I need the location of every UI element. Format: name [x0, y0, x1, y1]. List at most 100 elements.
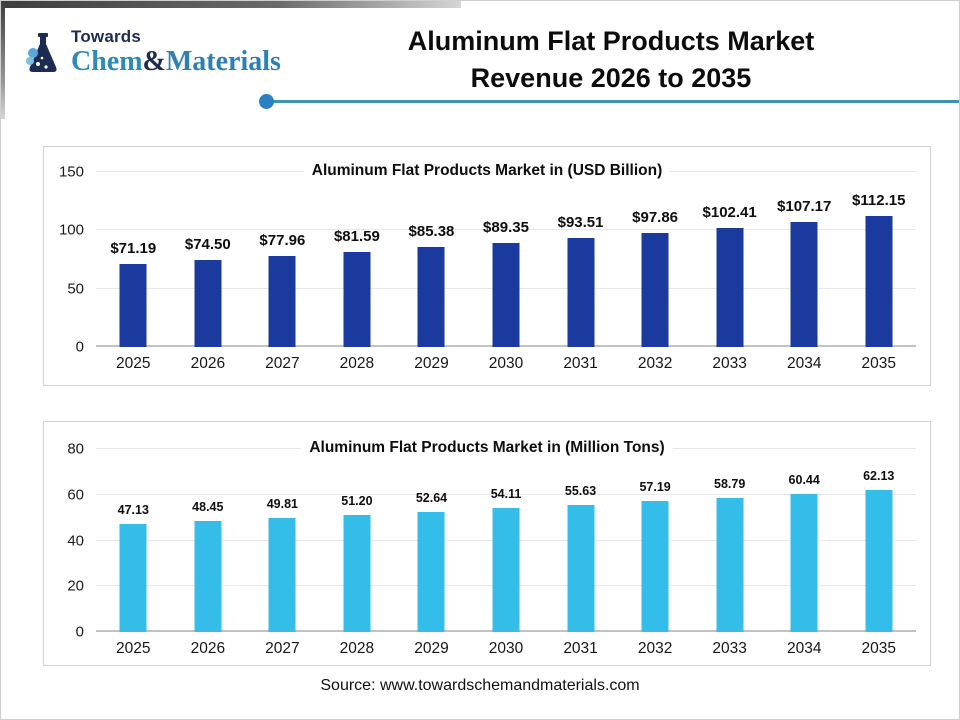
- bar-cell: 52.64: [394, 449, 469, 632]
- bar-cell: $102.41: [692, 172, 767, 347]
- usd-chart-title: Aluminum Flat Products Market in (USD Bi…: [44, 162, 930, 180]
- bar-value-label: 60.44: [788, 472, 820, 487]
- bar-2029: [417, 247, 445, 347]
- scan-edge-top: [1, 1, 461, 8]
- bars-row: $71.19 $74.50 $77.96 $81.59 $85.38 $89.35 $93.…: [96, 172, 916, 347]
- x-tick-label: 2034: [786, 640, 822, 657]
- logo-brand: Chem&Materials: [71, 47, 281, 76]
- usd-billion-chart-panel: Aluminum Flat Products Market in (USD Bi…: [43, 146, 931, 386]
- bar-cell: 47.13: [96, 449, 171, 632]
- bar-cell: 54.11: [469, 449, 544, 632]
- bar-cell: $77.96: [245, 172, 320, 347]
- x-tick-label: 2034: [786, 355, 822, 372]
- bar-cell: $89.35: [469, 172, 544, 347]
- x-tick-label: 2026: [190, 355, 226, 372]
- flask-icon: [26, 33, 57, 72]
- bar-2035: [865, 216, 893, 347]
- bar-value-label: $93.51: [557, 213, 604, 231]
- x-tick-label: 2035: [861, 355, 896, 372]
- bar-cell: $93.51: [543, 172, 618, 347]
- x-tick-label: 2030: [488, 640, 524, 657]
- bar-2031: [567, 504, 595, 632]
- x-tick-label: 2027: [265, 355, 300, 372]
- gridline: [96, 229, 916, 231]
- bar-value-label: 49.81: [266, 497, 298, 512]
- bar-value-label: $81.59: [333, 227, 380, 245]
- x-tick-label: 2033: [712, 640, 747, 657]
- bar-value-label: $102.41: [702, 203, 757, 221]
- bar-cell: 49.81: [245, 449, 320, 632]
- bar-value-label: 58.79: [714, 476, 746, 491]
- bar-cell: 55.63: [543, 449, 618, 632]
- bar-cell: $97.86: [618, 172, 693, 347]
- x-tick-label: 2029: [414, 355, 449, 372]
- x-tick-label: 2033: [712, 355, 747, 372]
- logo-chem: Chem: [71, 46, 143, 77]
- page-title-line2: Revenue 2026 to 2035: [470, 63, 752, 94]
- x-tick-label: 2031: [563, 640, 598, 657]
- bar-2028: [343, 251, 371, 347]
- bar-value-label: 57.19: [639, 480, 671, 495]
- x-tick-label: 2032: [637, 640, 673, 657]
- tons-chart-title: Aluminum Flat Products Market in (Millio…: [44, 439, 930, 457]
- million-tons-chart-panel: Aluminum Flat Products Market in (Millio…: [43, 421, 931, 666]
- bar-cell: 48.45: [171, 449, 246, 632]
- header-divider-dot: [259, 94, 274, 109]
- bar-value-label: $77.96: [259, 232, 306, 250]
- bar-2033: [716, 227, 744, 347]
- bar-value-label: $74.50: [184, 236, 231, 254]
- tons-chart-x-axis: 2025 2026 2027 2028 2029 2030 2031 2032 2033 2034…: [96, 640, 916, 658]
- bar-2035: [865, 489, 893, 632]
- bar-value-label: 47.13: [117, 503, 149, 518]
- bar-cell: $107.17: [767, 172, 842, 347]
- x-tick-label: 2031: [563, 355, 598, 372]
- bar-value-label: 54.11: [490, 487, 522, 502]
- usd-chart-plot-area: 0 50 100 150 $71.19 $74.50 $77.96 $81.59 $85.38 $…: [59, 164, 916, 356]
- bar-value-label: $89.35: [483, 218, 529, 236]
- bar-value-label: $97.86: [632, 208, 679, 226]
- bar-2034: [790, 493, 818, 632]
- source-text: Source: www.towardschemandmaterials.com: [320, 677, 640, 694]
- logo-ampersand: &: [142, 46, 166, 77]
- bar-cell: $112.15: [841, 172, 916, 347]
- bar-2034: [790, 221, 818, 347]
- bar-cell: 51.20: [320, 449, 395, 632]
- bar-2026: [194, 260, 222, 347]
- bar-2031: [567, 237, 595, 347]
- x-tick-label: 2028: [339, 640, 375, 657]
- bar-cell: 58.79: [692, 449, 767, 632]
- page-title-line1: Aluminum Flat Products Market: [407, 26, 815, 56]
- x-tick-label: 2025: [116, 640, 151, 657]
- logo-materials: Materials: [165, 46, 281, 77]
- bar-2030: [492, 508, 520, 632]
- tons-chart-plot-area: 0 20 40 60 80 47.13 48.45 49.81 51.20 52.64 54.11 5…: [67, 441, 916, 641]
- logo-towards: Towards: [71, 27, 142, 46]
- page-title: Aluminum Flat Products Market Revenue 20…: [291, 23, 931, 98]
- bar-value-label: $85.38: [408, 223, 455, 241]
- bar-value-label: $112.15: [852, 192, 906, 210]
- bar-value-label: $71.19: [110, 239, 157, 257]
- bar-2028: [343, 514, 371, 632]
- gridline: [96, 493, 916, 495]
- usd-chart-x-axis: 2025 2026 2027 2028 2029 2030 2031 2032 2033 2034…: [96, 355, 916, 373]
- bar-cell: $85.38: [394, 172, 469, 347]
- bar-2030: [492, 242, 520, 347]
- y-tick-label: 60: [67, 486, 84, 504]
- x-tick-label: 2028: [339, 355, 375, 372]
- y-tick-label: 20: [67, 577, 84, 595]
- bar-2032: [641, 501, 669, 632]
- x-tick-label: 2027: [265, 640, 300, 657]
- bar-value-label: 51.20: [341, 493, 373, 508]
- bar-2029: [417, 511, 445, 632]
- bar-cell: $71.19: [96, 172, 171, 347]
- bar-2027: [268, 518, 296, 632]
- x-tick-label: 2029: [414, 640, 449, 657]
- bar-cell: 62.13: [841, 449, 916, 632]
- y-tick-label: 80: [67, 440, 84, 458]
- header-divider-line: [267, 100, 959, 103]
- bar-cell: 60.44: [767, 449, 842, 632]
- bar-cell: $74.50: [171, 172, 246, 347]
- y-tick-label: 50: [67, 280, 84, 298]
- scan-edge-left: [1, 1, 5, 119]
